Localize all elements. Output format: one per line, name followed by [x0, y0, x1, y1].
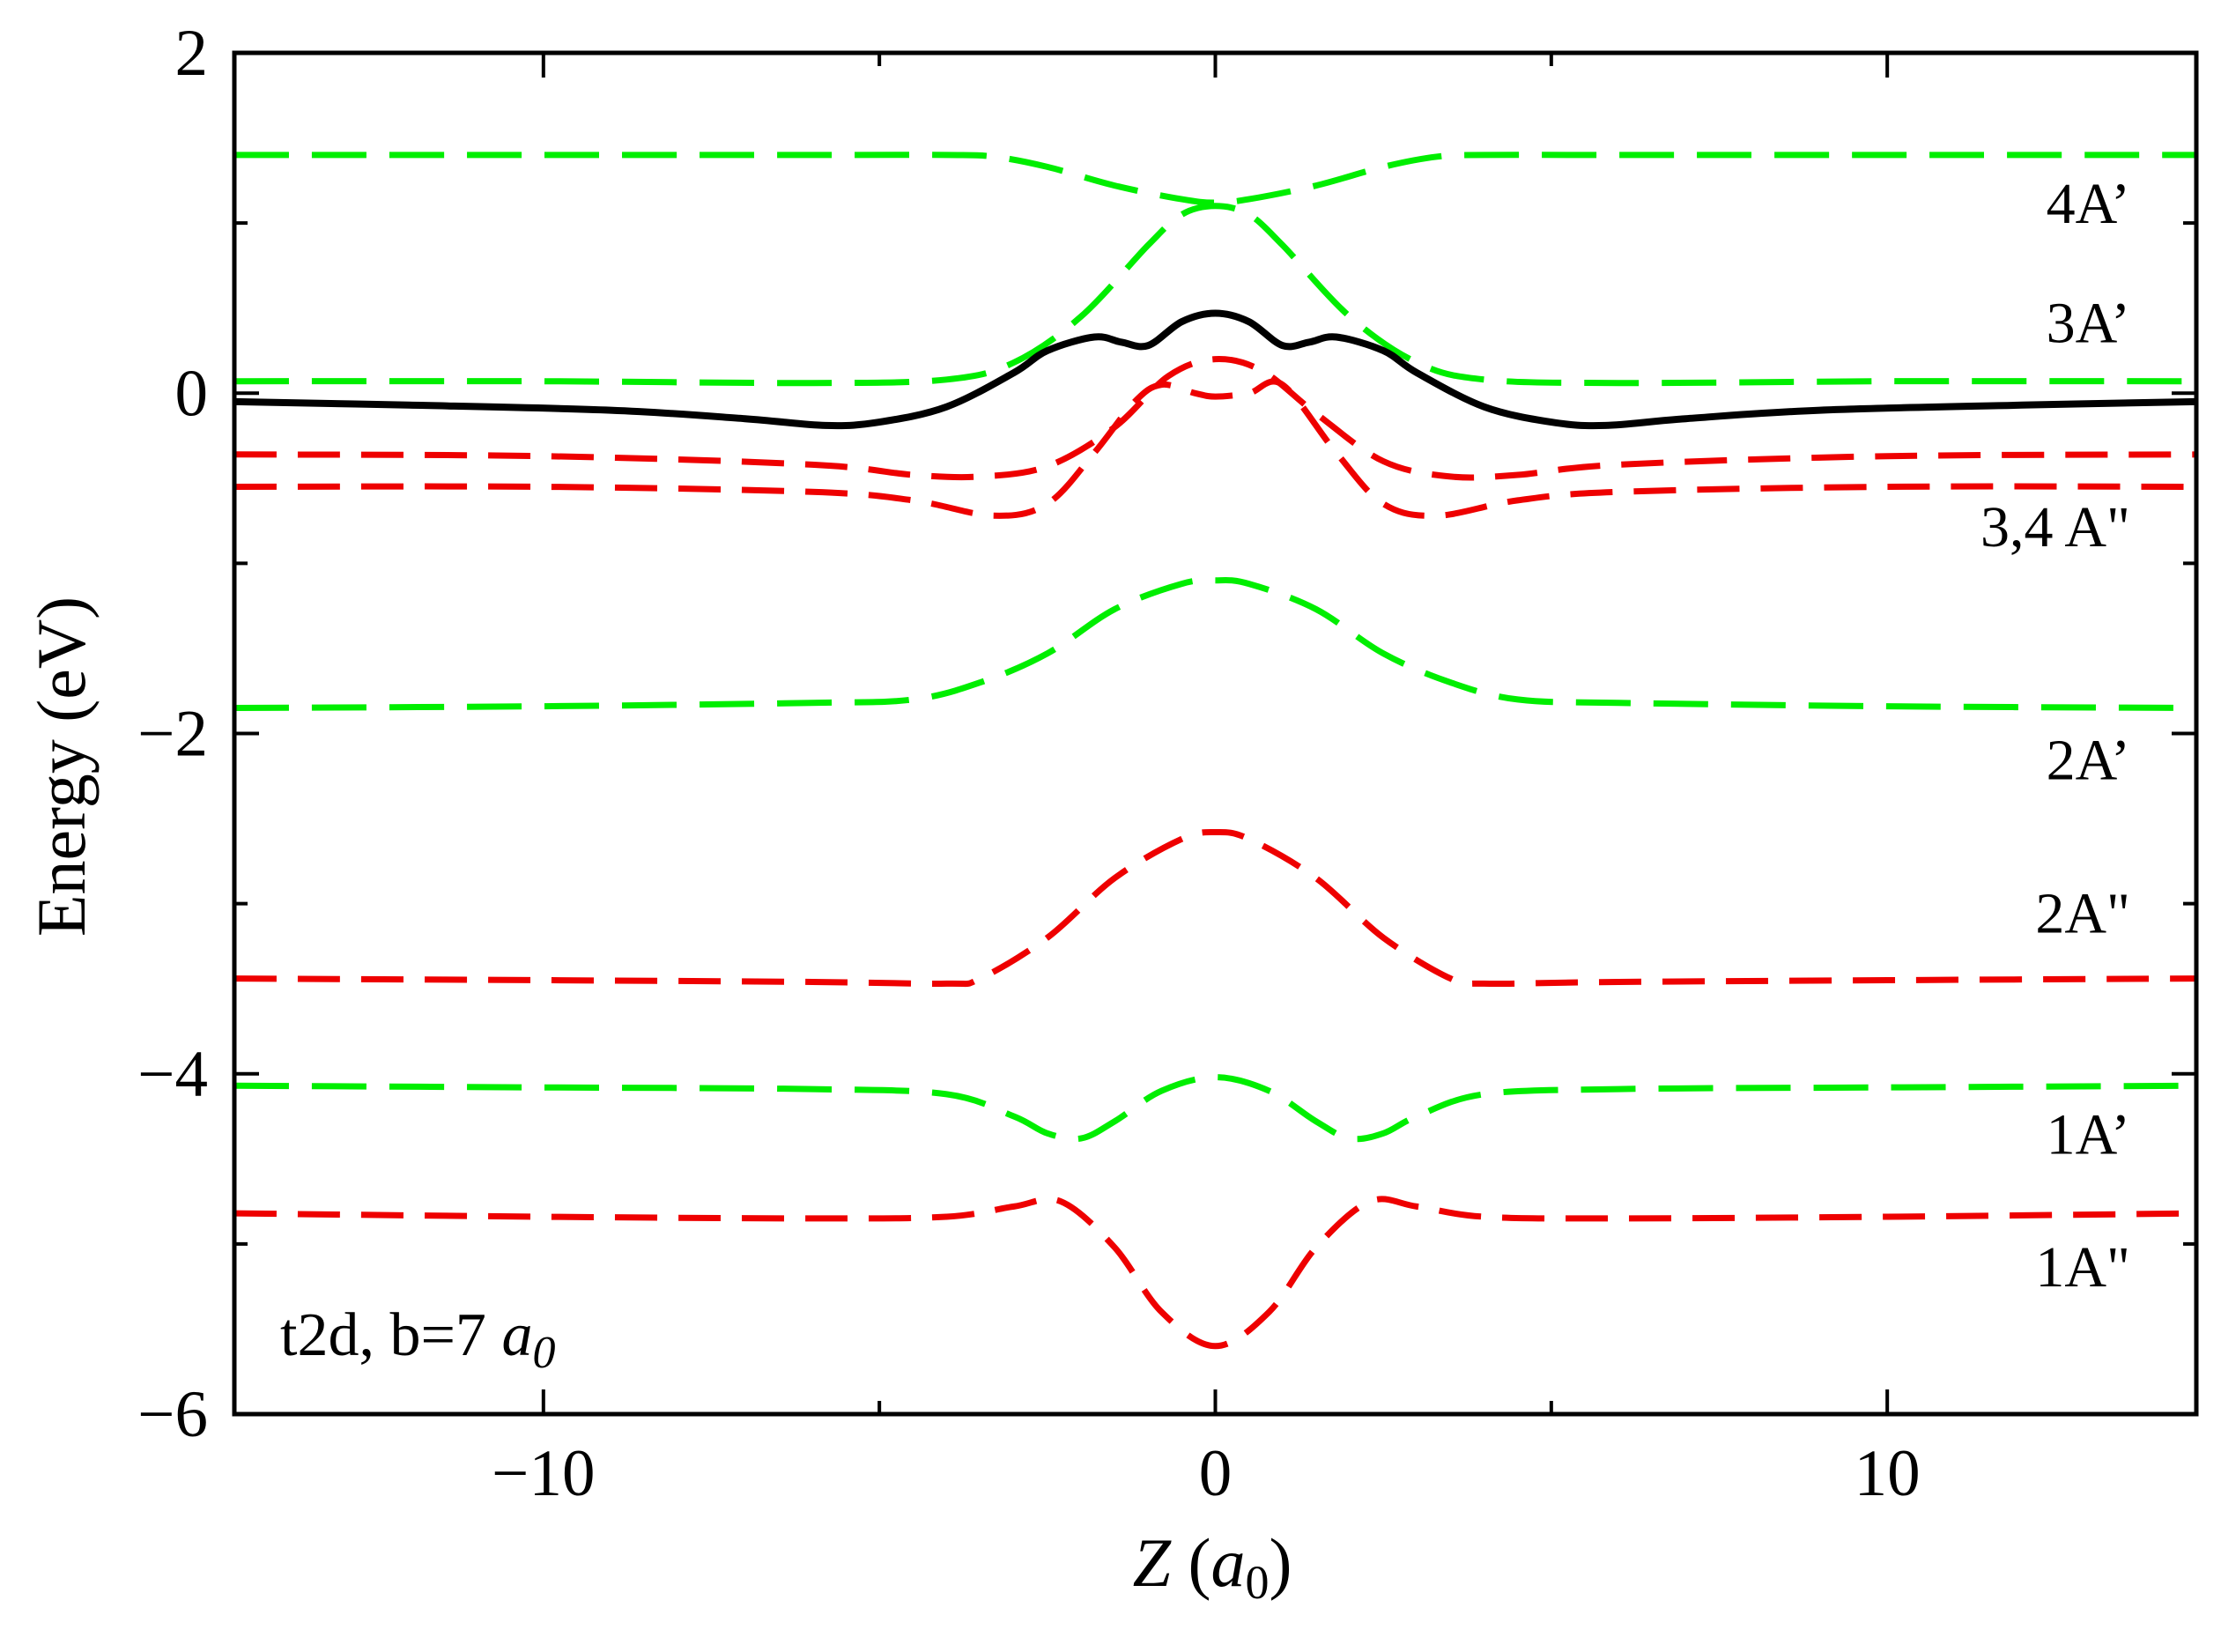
state-label-layer: 4A’ 3A’ 3,4 A" 2A’ 2A" 1A’ 1A": [1980, 172, 2130, 1300]
y-axis-title: Energy (eV): [23, 596, 100, 937]
state-label: 3A’: [2047, 291, 2130, 355]
series-1app: [233, 1196, 2197, 1350]
series-4ap: [234, 152, 2196, 206]
state-label: 1A": [2035, 1235, 2130, 1300]
series-3ap: [233, 203, 2197, 387]
x-tick-label: 0: [1199, 1437, 1233, 1510]
series-1ap: [233, 1074, 2197, 1143]
state-label: 2A": [2035, 881, 2130, 945]
series-3app: [233, 355, 2197, 481]
state-label: 3,4 A": [1980, 495, 2130, 559]
y-tick-label: −2: [137, 698, 208, 771]
series-ground: [233, 309, 2197, 430]
x-tick-label: −10: [492, 1437, 595, 1510]
state-label: 2A’: [2047, 729, 2130, 793]
x-tick-label: 10: [1855, 1437, 1921, 1510]
series-2app: [233, 828, 2197, 988]
state-label: 1A’: [2047, 1103, 2130, 1167]
x-axis-title: Z (a0): [1133, 1524, 1292, 1609]
series-4app: [233, 378, 2197, 519]
y-tick-label: 2: [175, 17, 209, 90]
y-tick-label: −4: [137, 1038, 208, 1111]
series-layer: [233, 152, 2197, 1350]
series-2ap: [233, 576, 2197, 711]
y-tick-label: 0: [175, 357, 209, 430]
panel-annotation: t2d, b=7 a0: [280, 1301, 555, 1378]
y-tick-label: −6: [137, 1378, 208, 1451]
plot-frame: [232, 50, 2199, 1417]
state-label: 4A’: [2047, 172, 2130, 236]
